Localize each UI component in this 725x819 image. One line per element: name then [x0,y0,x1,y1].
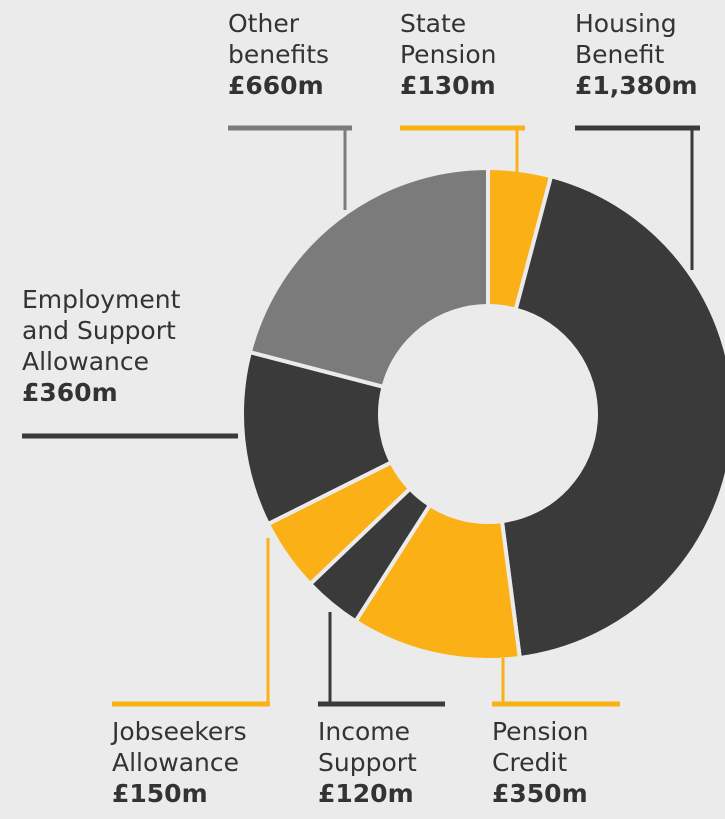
slice-name-housing-benefit: Housing Benefit [575,9,677,69]
label-employment-support-allowance: Employment and Support Allowance £360m [22,284,180,408]
slice-name-employment-support-allowance: Employment and Support Allowance [22,285,181,376]
slice-pension-credit [352,502,523,662]
donut-slices [240,165,725,662]
label-pension-credit: Pension Credit £350m [492,716,589,809]
label-other-benefits: Other benefits £660m [228,8,329,101]
slice-value-state-pension: £130m [400,71,496,100]
slice-name-other-benefits: Other benefits [228,9,330,69]
slice-value-jobseekers-allowance: £150m [112,779,208,808]
slice-name-pension-credit: Pension Credit [492,717,589,777]
slice-name-state-pension: State Pension [400,9,497,69]
label-income-support: Income Support £120m [318,716,417,809]
label-housing-benefit: Housing Benefit £1,380m [575,8,698,101]
label-state-pension: State Pension £130m [400,8,497,101]
leader-lines [22,125,700,707]
slice-value-housing-benefit: £1,380m [575,71,698,100]
slice-value-income-support: £120m [318,779,414,808]
slice-value-employment-support-allowance: £360m [22,378,118,407]
slice-housing-benefit [499,173,725,661]
label-jobseekers-allowance: Jobseekers Allowance £150m [112,716,247,809]
slice-employment-support-allowance [240,349,395,527]
slice-value-other-benefits: £660m [228,71,324,100]
slice-name-income-support: Income Support [318,717,417,777]
slice-name-jobseekers-allowance: Jobseekers Allowance [112,717,247,777]
slice-value-pension-credit: £350m [492,779,588,808]
slice-other-benefits [247,165,490,390]
